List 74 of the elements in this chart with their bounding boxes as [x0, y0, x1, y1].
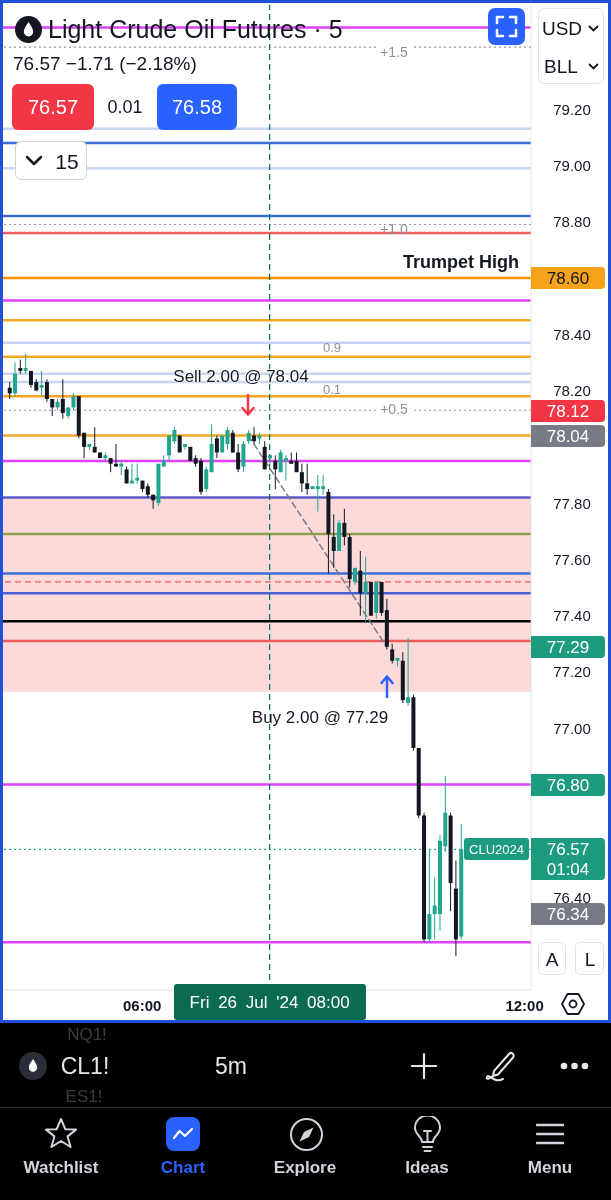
candlestick — [23, 353, 28, 375]
candlestick — [283, 454, 288, 482]
price-tag: 76.57 01:04 — [531, 838, 605, 880]
annotation: +1.5 — [377, 44, 411, 60]
text: BLL — [544, 55, 578, 77]
annotation: 0.1 — [322, 381, 342, 397]
price-tag: 76.34 — [531, 903, 605, 925]
y-tick-label: 77.20 — [553, 663, 591, 681]
candlestick — [214, 435, 219, 459]
ref-line-label: Trumpet High — [403, 251, 519, 272]
text: ES1! — [65, 1086, 103, 1106]
candlestick — [363, 556, 368, 622]
price-tag: 76.80 — [531, 774, 605, 796]
text: NQ1! — [67, 1024, 107, 1044]
price-tag: 78.60 — [531, 267, 605, 289]
candlestick — [273, 454, 278, 490]
text: Ideas — [405, 1157, 449, 1177]
x-tick-label: 12:00 — [505, 996, 544, 1014]
y-tick-label: 79.20 — [553, 100, 591, 118]
candlestick — [331, 513, 336, 569]
y-tick-label: 77.60 — [553, 550, 591, 568]
y-tick-label: 78.40 — [553, 325, 591, 343]
text: Explore — [273, 1157, 337, 1177]
annotation: +0.5 — [377, 401, 411, 417]
y-tick-label: 78.80 — [553, 213, 591, 231]
candlestick — [135, 463, 140, 484]
candlestick — [241, 440, 246, 473]
symbol-tag: CLU2024 — [464, 838, 529, 860]
text: USD — [541, 17, 583, 39]
y-tick-label: 77.40 — [553, 607, 591, 625]
text: A — [545, 948, 559, 970]
candlestick — [183, 443, 188, 451]
x-tick-label: 06:00 — [122, 996, 162, 1014]
candlestick — [390, 643, 395, 665]
candlestick — [225, 426, 230, 451]
text: Watchlist — [23, 1157, 99, 1177]
annotation: 0.01 — [107, 97, 143, 117]
candlestick — [39, 370, 44, 397]
annotation: 0.9 — [322, 339, 342, 355]
candlestick — [262, 440, 267, 470]
text: 5m — [215, 1052, 247, 1079]
annotation: CLU2024 — [469, 841, 524, 857]
y-tick-label: 78.20 — [553, 382, 591, 400]
candlestick — [236, 443, 241, 473]
y-tick-label: 77.00 — [553, 719, 591, 737]
candlestick — [44, 378, 49, 403]
price-tag: 78.12 — [531, 400, 605, 422]
candlestick — [342, 508, 347, 546]
annotation: Buy 2.00 @ 77.29 — [251, 707, 389, 727]
text: Chart — [160, 1157, 206, 1177]
candlestick — [268, 454, 272, 465]
annotation: 76.57 — [27, 96, 79, 118]
candlestick — [113, 443, 118, 468]
y-tick-label: 77.80 — [553, 494, 591, 512]
text: CL1! — [60, 1052, 110, 1079]
text: Menu — [527, 1157, 573, 1177]
candlestick — [299, 463, 304, 493]
candlestick — [358, 550, 363, 617]
annotation: Sell 2.00 @ 78.04 — [173, 366, 309, 386]
candlestick — [60, 378, 65, 420]
y-tick-label: 76.40 — [553, 888, 591, 906]
y-tick-label: 79.00 — [553, 156, 591, 174]
candlestick — [204, 466, 209, 493]
text: 76.57 −1.71 (−2.18%) — [13, 52, 197, 74]
text: L — [584, 948, 596, 970]
candlestick — [305, 463, 310, 496]
price-tag: 77.29 — [531, 636, 605, 658]
candlestick — [13, 361, 18, 397]
price-tag: 78.04 — [531, 425, 605, 447]
ref-line-label: Fri 26 Jul '24 08:00 — [189, 992, 350, 1012]
annotation: 76.58 — [171, 96, 223, 118]
time-tag: Fri 26 Jul '24 08:00 — [173, 984, 366, 1020]
annotation: 15 — [55, 149, 79, 173]
candlestick — [406, 637, 411, 707]
